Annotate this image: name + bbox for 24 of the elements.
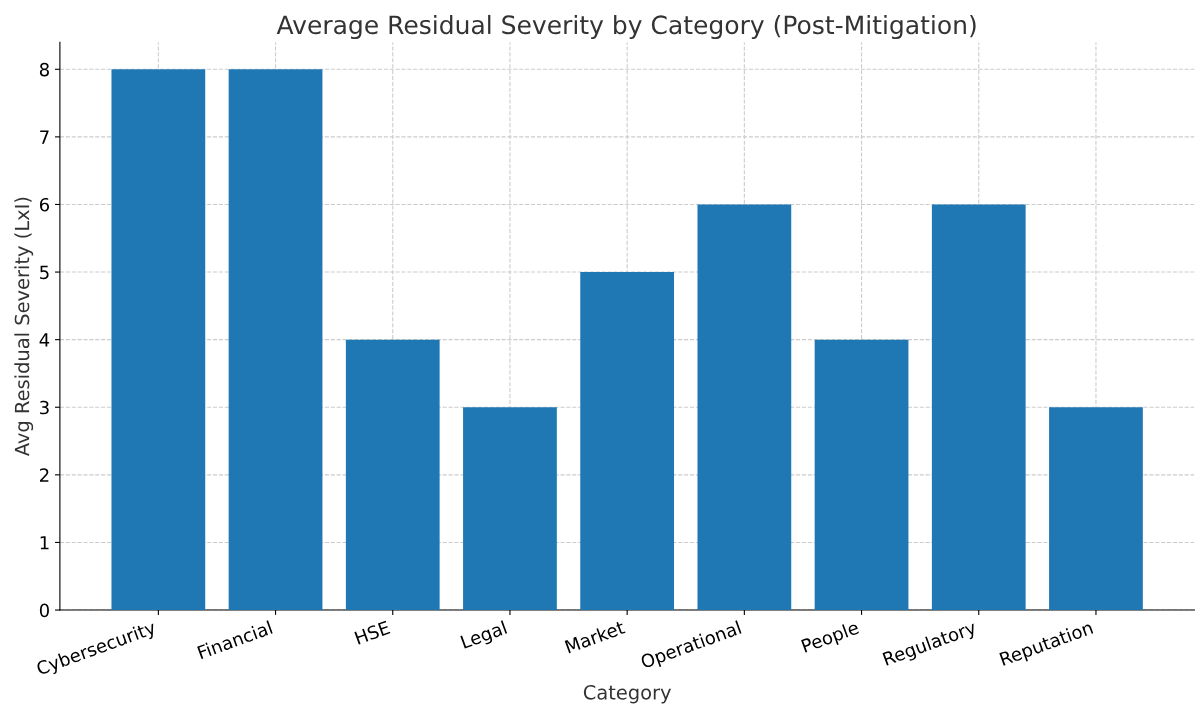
y-tick-label: 6: [39, 197, 50, 212]
bar: [345, 339, 440, 611]
y-tick-label: 3: [40, 400, 49, 415]
y-tick-label: 8: [39, 62, 49, 77]
x-tick-label: Legal: [460, 620, 509, 653]
bar: [580, 272, 675, 611]
bar: [228, 69, 323, 611]
bar: [1049, 407, 1143, 611]
bar: [814, 339, 909, 611]
bar: [931, 204, 1026, 611]
y-tick-label: 2: [40, 468, 49, 482]
y-tick-label: 1: [40, 536, 49, 550]
y-axis-title: Avg Residual Severity (LxI): [14, 197, 34, 457]
bar: [111, 69, 206, 611]
bar: [463, 407, 557, 611]
x-axis-title: Category: [583, 684, 671, 704]
x-tick-label: People: [800, 620, 861, 657]
chart-title: Average Residual Severity by Category (Post-Mitigation): [276, 14, 976, 40]
y-tick-label: 5: [40, 265, 49, 280]
bar: [697, 204, 792, 611]
y-tick-label: 4: [39, 333, 50, 347]
x-tick-label: HSE: [354, 620, 391, 645]
y-tick-label: 0: [39, 603, 49, 618]
y-tick-label: 7: [40, 130, 49, 144]
